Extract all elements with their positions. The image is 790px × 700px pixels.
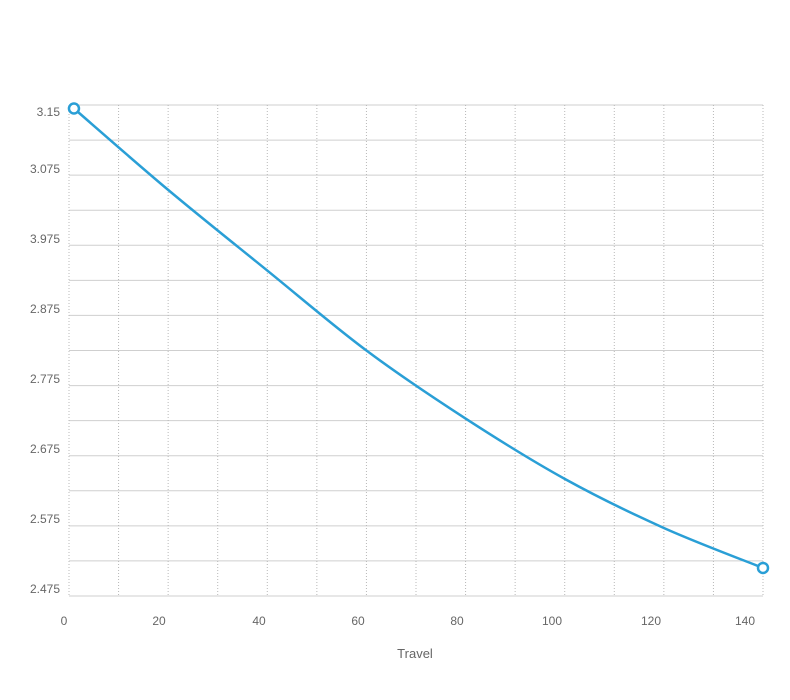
x-tick-label: 60 — [351, 614, 365, 628]
x-tick-label: 40 — [252, 614, 266, 628]
x-tick-label: 80 — [450, 614, 464, 628]
y-axis-ticks: 3.15 3.075 3.975 2.875 2.775 2.675 2.575 2.475 — [30, 105, 60, 596]
x-tick-label: 120 — [641, 614, 661, 628]
y-tick-label: 3.975 — [30, 232, 60, 246]
y-tick-label: 2.775 — [30, 372, 60, 386]
x-tick-label: 0 — [61, 614, 68, 628]
y-tick-label: 2.475 — [30, 582, 60, 596]
y-tick-label: 3.15 — [37, 105, 61, 119]
series — [67, 102, 770, 575]
x-tick-label: 140 — [735, 614, 755, 628]
endpoint-marker — [756, 561, 770, 575]
y-tick-label: 2.875 — [30, 302, 60, 316]
series-line — [73, 107, 764, 570]
grid — [68, 104, 764, 597]
y-tick-label: 3.075 — [30, 162, 60, 176]
x-axis-ticks: 0 20 40 60 80 100 120 140 — [61, 614, 756, 628]
endpoint-marker — [67, 102, 81, 115]
y-tick-label: 2.575 — [30, 512, 60, 526]
x-axis-label: Travel — [397, 646, 433, 661]
x-tick-label: 100 — [542, 614, 562, 628]
y-tick-label: 2.675 — [30, 442, 60, 456]
x-tick-label: 20 — [152, 614, 166, 628]
